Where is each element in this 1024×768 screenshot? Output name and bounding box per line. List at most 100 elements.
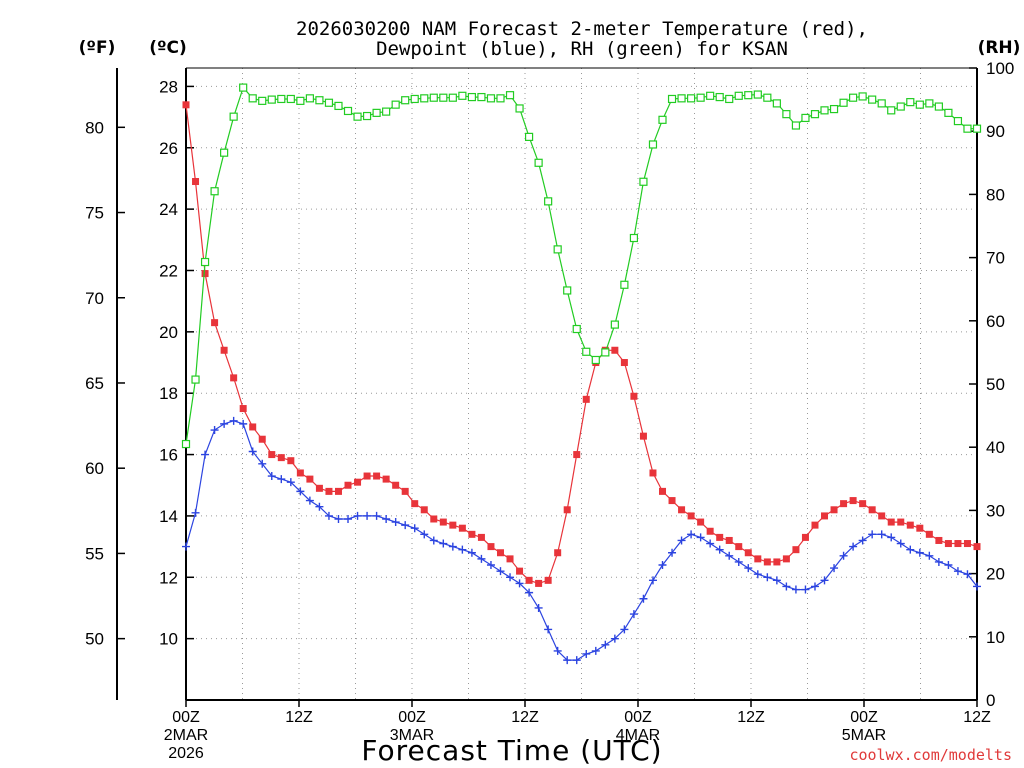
temperature-point xyxy=(382,475,390,483)
temperature-point xyxy=(963,540,971,548)
temperature-point xyxy=(582,395,590,403)
temperature-point xyxy=(868,506,876,514)
temperature-point xyxy=(630,392,638,400)
dewpoint-point xyxy=(439,539,448,548)
temperature-point xyxy=(306,475,314,483)
dewpoint-point xyxy=(267,472,276,481)
relative-humidity-point xyxy=(639,177,648,186)
temperature-point xyxy=(392,481,400,489)
dewpoint-point xyxy=(553,646,562,655)
dewpoint-point xyxy=(906,545,915,554)
x-tick-label: 12Z xyxy=(737,709,765,726)
temperature-point xyxy=(573,451,581,459)
dewpoint-point xyxy=(544,625,553,634)
dewpoint-point xyxy=(858,536,867,545)
dewpoint-point xyxy=(382,514,391,523)
relative-humidity-point xyxy=(763,93,772,102)
dewpoint-point xyxy=(229,416,238,425)
rh-tick-label: 40 xyxy=(986,438,1005,457)
fahrenheit-unit-label: (ºF) xyxy=(79,38,116,58)
dewpoint-point xyxy=(296,487,305,496)
fahrenheit-tick-label: 75 xyxy=(85,204,104,223)
dewpoint-point xyxy=(953,567,962,576)
gridlines xyxy=(186,68,977,700)
x-tick-date-label: 5MAR xyxy=(842,727,886,744)
dewpoint-line xyxy=(185,420,978,661)
dewpoint-point xyxy=(477,554,486,563)
relative-humidity-point xyxy=(563,286,572,295)
dewpoint-point xyxy=(963,570,972,579)
temperature-point xyxy=(678,506,686,514)
temperature-point xyxy=(687,512,695,520)
dewpoint-point xyxy=(277,475,286,484)
dewpoint-point xyxy=(572,656,581,665)
dewpoint-point xyxy=(791,585,800,594)
dewpoint-point xyxy=(877,530,886,539)
temperature-point xyxy=(668,497,676,505)
relative-humidity-point xyxy=(753,90,762,99)
chart-title-line1: 2026030200 NAM Forecast 2-meter Temperat… xyxy=(296,18,868,40)
relative-humidity-point xyxy=(677,94,686,103)
dewpoint-point xyxy=(896,539,905,548)
dewpoint-point xyxy=(372,511,381,520)
temperature-point xyxy=(420,506,428,514)
relative-humidity-point xyxy=(458,91,467,100)
dewpoint-point xyxy=(239,419,248,428)
dewpoint-point xyxy=(201,450,210,459)
relative-humidity-point xyxy=(362,111,372,121)
dewpoint-point xyxy=(220,419,229,428)
relative-humidity-point xyxy=(706,91,715,100)
temperature-point xyxy=(287,457,295,465)
dewpoint-point xyxy=(486,561,495,570)
dewpoint-point xyxy=(810,582,819,591)
relative-humidity-point xyxy=(610,320,619,329)
temperature-point xyxy=(801,533,809,541)
relative-humidity-point xyxy=(744,91,753,100)
temperature-point xyxy=(821,512,829,520)
temperature-point xyxy=(373,472,381,480)
relative-humidity-point xyxy=(372,108,381,117)
fahrenheit-tick-label: 55 xyxy=(85,544,104,563)
relative-humidity-point xyxy=(486,94,496,103)
dewpoint-point xyxy=(344,514,353,523)
temperature-point xyxy=(763,558,771,566)
rh-tick-label: 20 xyxy=(986,565,1005,584)
data-series xyxy=(181,83,982,665)
relative-humidity-point xyxy=(877,99,886,108)
celsius-tick-label: 18 xyxy=(159,384,178,403)
rh-tick-label: 10 xyxy=(986,628,1005,647)
dewpoint-point xyxy=(305,496,314,505)
relative-humidity-point xyxy=(334,101,343,111)
celsius-tick-label: 26 xyxy=(159,139,178,158)
relative-humidity-point xyxy=(515,104,524,113)
relative-humidity-point xyxy=(315,96,324,105)
x-tick-label: 12Z xyxy=(285,709,313,726)
temperature-point xyxy=(430,515,438,523)
x-tick-year-label: 2026 xyxy=(168,745,204,762)
temperature-point xyxy=(725,536,733,544)
dewpoint-point xyxy=(734,557,743,566)
dewpoint-point xyxy=(887,533,896,542)
relative-humidity-point xyxy=(210,187,219,196)
temperature-point xyxy=(363,472,371,480)
dewpoint-point xyxy=(973,582,981,591)
temperature-point xyxy=(477,533,485,541)
rh-tick-label: 70 xyxy=(986,249,1005,268)
temperature-point xyxy=(859,500,867,508)
temperature-point xyxy=(411,500,419,508)
temperature-point xyxy=(354,478,362,486)
temperature-point xyxy=(458,524,466,532)
dewpoint-point xyxy=(648,576,657,585)
fahrenheit-tick-label: 50 xyxy=(85,630,104,649)
relative-humidity-point xyxy=(582,347,591,356)
relative-humidity-point xyxy=(972,124,982,133)
relative-humidity-point xyxy=(953,116,963,126)
relative-humidity-point xyxy=(868,95,877,104)
celsius-tick-label: 22 xyxy=(159,261,178,280)
temperature-point xyxy=(620,359,628,367)
temperature-point xyxy=(439,518,447,526)
temperature-point xyxy=(487,543,495,551)
relative-humidity-point xyxy=(296,96,305,105)
dewpoint-point xyxy=(696,533,705,542)
dewpoint-point xyxy=(391,518,400,527)
